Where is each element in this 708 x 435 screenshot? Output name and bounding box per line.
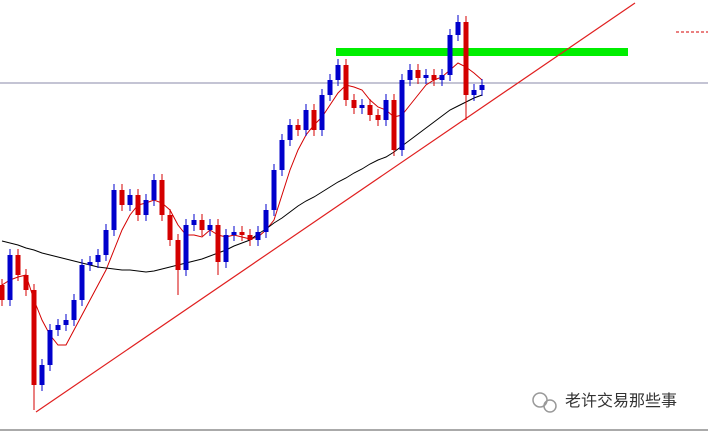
candle-body bbox=[271, 170, 277, 210]
watermark-icon bbox=[543, 399, 557, 413]
candle-body bbox=[135, 195, 141, 215]
watermark-text: 老许交易那些事 bbox=[565, 391, 677, 410]
candle-body bbox=[215, 225, 221, 262]
candle-body bbox=[407, 70, 413, 80]
candle-body bbox=[183, 225, 189, 270]
candle-body bbox=[223, 235, 229, 262]
candle-body bbox=[263, 210, 269, 232]
candle-body bbox=[95, 255, 101, 262]
candle-body bbox=[335, 65, 341, 80]
ma-line bbox=[1, 94, 483, 273]
candle-body bbox=[311, 110, 317, 130]
candle-body bbox=[55, 325, 61, 330]
candle-body bbox=[103, 230, 109, 255]
candle-body bbox=[327, 80, 333, 95]
candle-body bbox=[207, 225, 213, 230]
candle-body bbox=[279, 140, 285, 170]
candle-body bbox=[175, 240, 181, 270]
candle-body bbox=[303, 110, 309, 130]
candle-body bbox=[255, 232, 261, 240]
candle-body bbox=[87, 262, 93, 265]
candle-body bbox=[383, 100, 389, 120]
trend-line bbox=[35, 2, 636, 413]
candle-body bbox=[391, 100, 397, 150]
candle-body bbox=[159, 180, 165, 215]
plot bbox=[0, 15, 485, 410]
candle-body bbox=[31, 290, 37, 385]
candle-body bbox=[79, 265, 85, 300]
candle-body bbox=[15, 255, 21, 275]
candle-body bbox=[63, 320, 69, 325]
candle-body bbox=[479, 85, 485, 90]
candle-body bbox=[439, 75, 445, 80]
candle-body bbox=[367, 105, 373, 115]
candle-body bbox=[471, 90, 477, 95]
candle-body bbox=[295, 125, 301, 130]
candle-body bbox=[0, 285, 5, 300]
candle-body bbox=[191, 220, 197, 225]
candle-body bbox=[23, 275, 29, 290]
candle-body bbox=[199, 220, 205, 230]
candle-body bbox=[415, 70, 421, 78]
candle-body bbox=[455, 22, 461, 35]
candle-body bbox=[375, 115, 381, 120]
candle-body bbox=[359, 105, 365, 108]
candle-body bbox=[111, 190, 117, 230]
candle-body bbox=[71, 300, 77, 320]
candle-body bbox=[231, 232, 237, 235]
candle-body bbox=[47, 330, 53, 365]
candle-body bbox=[343, 65, 349, 100]
resistance-zone bbox=[336, 48, 628, 56]
watermark-icon bbox=[532, 392, 548, 408]
candle-body bbox=[239, 232, 245, 235]
candle-body bbox=[7, 255, 13, 300]
candle-body bbox=[143, 200, 149, 215]
watermark: 老许交易那些事 bbox=[532, 391, 677, 413]
candle-body bbox=[423, 75, 429, 78]
candle-body bbox=[351, 100, 357, 108]
candle-body bbox=[119, 190, 125, 205]
candle-body bbox=[39, 365, 45, 385]
candle-body bbox=[463, 22, 469, 95]
candle-body bbox=[127, 195, 133, 205]
candle-body bbox=[319, 95, 325, 130]
candle-body bbox=[431, 75, 437, 80]
candle-body bbox=[287, 125, 293, 140]
candle-body bbox=[247, 235, 253, 240]
candle-body bbox=[399, 80, 405, 150]
candle-body bbox=[151, 180, 157, 200]
candle-body bbox=[167, 215, 173, 240]
candle-body bbox=[447, 35, 453, 75]
